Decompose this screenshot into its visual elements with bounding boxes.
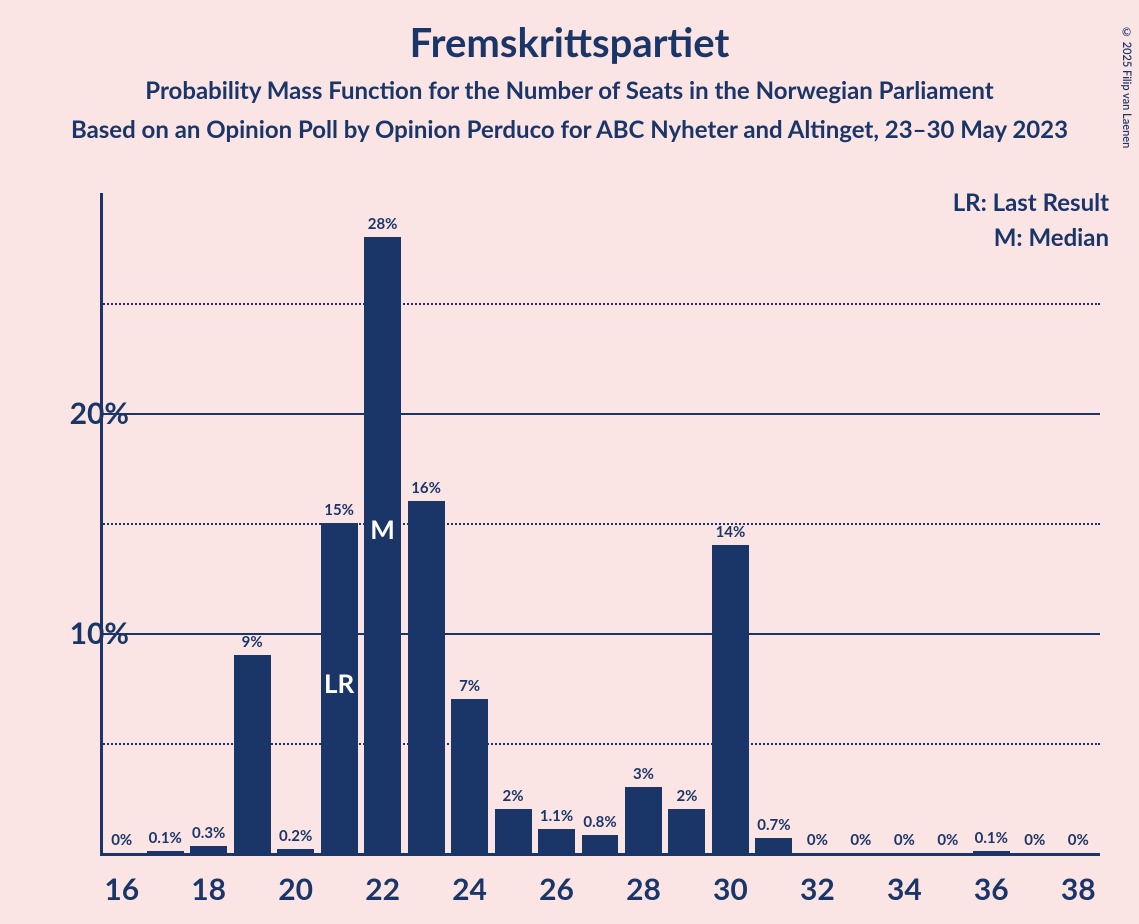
bar	[538, 829, 575, 853]
bar	[625, 787, 662, 853]
gridline-major	[100, 413, 1100, 415]
x-tick-label: 30	[713, 871, 748, 907]
bar	[364, 237, 401, 853]
x-axis	[100, 853, 1100, 856]
bar-value-label: 9%	[242, 633, 263, 651]
bar	[147, 851, 184, 853]
chart-subtitle: Probability Mass Function for the Number…	[0, 76, 1139, 105]
x-tick-label: 22	[365, 871, 400, 907]
x-tick-label: 20	[278, 871, 313, 907]
bar	[973, 851, 1010, 853]
x-tick-label: 38	[1061, 871, 1096, 907]
bar	[451, 699, 488, 853]
bar-value-label: 0%	[111, 831, 132, 849]
median-annotation: M	[370, 513, 395, 545]
x-tick-label: 34	[887, 871, 922, 907]
bar-value-label: 0.2%	[279, 827, 312, 845]
bar-value-label: 2%	[676, 787, 697, 805]
bar-value-label: 14%	[716, 523, 746, 541]
bar-value-label: 2%	[503, 787, 524, 805]
bar	[755, 838, 792, 853]
x-tick-label: 24	[452, 871, 487, 907]
last-result-annotation: LR	[324, 667, 354, 699]
chart-subtitle2: Based on an Opinion Poll by Opinion Perd…	[0, 115, 1139, 144]
x-tick-label: 16	[104, 871, 139, 907]
bar-value-label: 0%	[937, 831, 958, 849]
bar	[234, 655, 271, 853]
bar	[495, 809, 532, 853]
bar-value-label: 0%	[1024, 831, 1045, 849]
bar-value-label: 28%	[368, 215, 398, 233]
gridline-minor	[100, 303, 1100, 305]
bar-value-label: 0.1%	[975, 829, 1008, 847]
bar-value-label: 0.1%	[149, 829, 182, 847]
bar-value-label: 0%	[807, 831, 828, 849]
chart-plot-area: 0% 0.1% 0.3% 9% 0.2% 15% 28% 16% 7% 2% 1.1% 0.8% 3% 2…	[100, 193, 1100, 853]
gridline-minor	[100, 523, 1100, 525]
copyright-text: © 2025 Filip van Laenen	[1120, 26, 1133, 148]
bar	[582, 835, 619, 853]
x-tick-label: 18	[191, 871, 226, 907]
bar-value-label: 0.3%	[192, 824, 225, 842]
x-tick-label: 36	[974, 871, 1009, 907]
y-tick-label: 10%	[49, 615, 129, 651]
x-tick-label: 28	[626, 871, 661, 907]
bar	[668, 809, 705, 853]
bar-value-label: 16%	[411, 479, 441, 497]
x-tick-label: 32	[800, 871, 835, 907]
bar	[277, 849, 314, 853]
bar-value-label: 3%	[633, 765, 654, 783]
bar	[408, 501, 445, 853]
bar-value-label: 0.7%	[757, 816, 790, 834]
bar	[712, 545, 749, 853]
bar-value-label: 7%	[459, 677, 480, 695]
bar-value-label: 1.1%	[540, 807, 573, 825]
bar-value-label: 0.8%	[583, 813, 616, 831]
y-tick-label: 20%	[49, 395, 129, 431]
bar-value-label: 0%	[850, 831, 871, 849]
bar	[190, 846, 227, 853]
bar-value-label: 15%	[324, 501, 354, 519]
chart-title: Fremskrittspartiet	[0, 18, 1139, 66]
bar-value-label: 0%	[894, 831, 915, 849]
x-tick-label: 26	[539, 871, 574, 907]
bar-value-label: 0%	[1068, 831, 1089, 849]
